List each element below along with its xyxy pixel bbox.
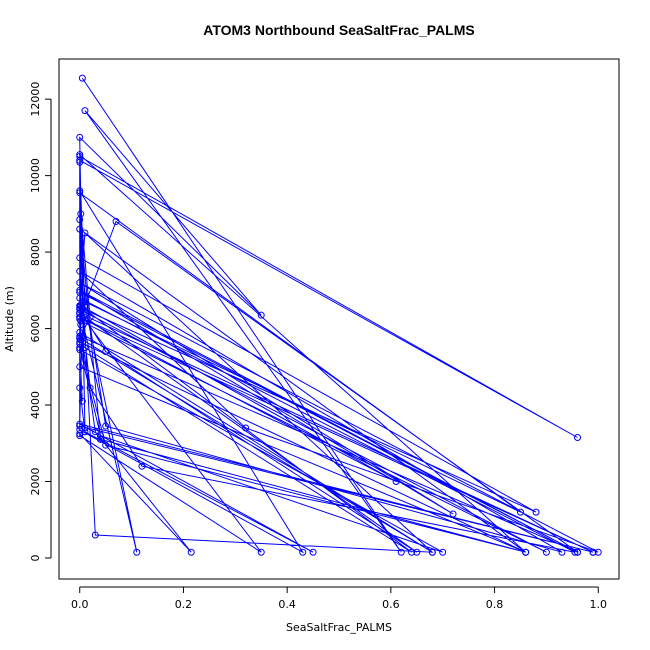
x-axis-label: SeaSaltFrac_PALMS <box>286 621 392 634</box>
data-point <box>76 151 84 159</box>
data-point <box>133 548 141 556</box>
data-point <box>76 426 84 434</box>
data-point <box>574 548 582 556</box>
chart-title: ATOM3 Northbound SeaSaltFrac_PALMS <box>203 22 474 38</box>
data-point <box>76 430 84 438</box>
series-layer <box>76 74 602 556</box>
data-point <box>76 422 84 430</box>
x-tick-label: 0.2 <box>175 598 193 611</box>
data-point <box>76 279 84 287</box>
y-tick-label: 8000 <box>29 238 42 266</box>
plot-area-frame <box>58 58 620 580</box>
data-point <box>76 305 84 313</box>
data-point <box>91 531 99 539</box>
data-point <box>81 298 89 306</box>
data-point <box>86 384 94 392</box>
data-point <box>81 344 89 352</box>
data-point <box>78 74 86 82</box>
data-point <box>76 334 84 342</box>
data-point <box>102 348 110 355</box>
data-point <box>96 432 104 440</box>
data-point <box>76 189 84 197</box>
data-point <box>594 548 602 556</box>
data-point <box>76 313 84 321</box>
data-point <box>76 187 84 195</box>
y-tick-label: 2000 <box>29 468 42 496</box>
data-point <box>91 428 99 436</box>
data-point <box>76 133 84 141</box>
data-point <box>78 332 86 340</box>
y-tick-label: 4000 <box>29 391 42 419</box>
data-point <box>574 434 582 442</box>
data-point <box>413 548 421 556</box>
data-point <box>397 548 405 556</box>
data-point <box>522 548 530 556</box>
series-0 <box>76 74 602 556</box>
data-point <box>532 508 540 516</box>
data-point <box>571 548 579 556</box>
data-point <box>516 508 524 516</box>
x-tick-label: 1.0 <box>590 598 608 611</box>
data-point <box>81 229 89 237</box>
data-point <box>96 435 104 443</box>
data-point <box>408 548 416 556</box>
data-point <box>542 548 550 556</box>
data-point <box>187 548 195 556</box>
data-point <box>81 107 89 115</box>
data-point <box>242 424 250 432</box>
data-point <box>439 548 447 556</box>
data-point <box>102 441 110 449</box>
data-point <box>558 548 566 556</box>
y-tick-label: 12000 <box>29 82 42 117</box>
data-point <box>102 422 110 430</box>
x-axis: 0.0 0.2 0.4 0.6 0.8 1.0 <box>71 586 608 611</box>
x-tick-label: 0.6 <box>382 598 400 611</box>
series-line <box>79 77 599 554</box>
data-point <box>449 510 457 518</box>
x-tick-label: 0.4 <box>278 598 296 611</box>
data-point <box>428 548 436 556</box>
y-tick-label: 0 <box>29 554 42 561</box>
data-point <box>76 225 84 233</box>
data-point <box>76 294 84 302</box>
y-axis: 0 2000 4000 6000 8000 10000 12000 <box>29 82 52 561</box>
data-point <box>76 384 84 392</box>
data-point <box>589 548 597 556</box>
data-point <box>309 548 317 556</box>
data-point <box>257 311 265 319</box>
data-point <box>76 344 84 352</box>
data-point <box>257 548 265 556</box>
data-point <box>112 218 120 225</box>
data-point <box>77 321 85 329</box>
data-point <box>77 210 85 218</box>
data-point <box>76 158 84 166</box>
y-tick-label: 6000 <box>29 315 42 343</box>
data-point <box>299 548 307 556</box>
data-point <box>138 462 146 470</box>
y-tick-label: 10000 <box>29 158 42 193</box>
data-point <box>76 267 84 275</box>
data-point <box>392 478 400 485</box>
data-point <box>76 363 84 371</box>
data-point <box>78 397 86 405</box>
data-point <box>86 313 94 321</box>
y-axis-label: Altitude (m) <box>3 286 16 352</box>
data-point <box>76 286 84 294</box>
data-point <box>77 317 85 325</box>
data-point <box>76 254 84 262</box>
x-tick-label: 0.8 <box>486 598 504 611</box>
x-tick-label: 0.0 <box>71 598 89 611</box>
data-point <box>78 305 86 313</box>
